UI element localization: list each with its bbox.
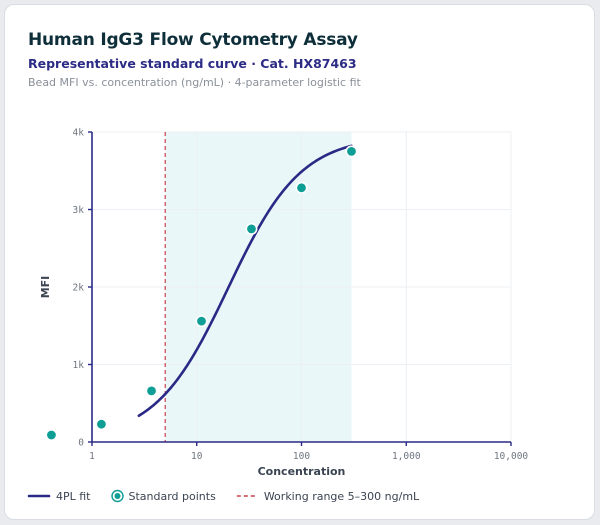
y-tick-label: 0 (78, 438, 84, 449)
y-tick-label: 3k (73, 205, 85, 216)
y-tick-label: 2k (73, 283, 85, 294)
legend-swatch-points (114, 493, 121, 499)
axes (88, 131, 512, 446)
chart-card: Human IgG3 Flow Cytometry Assay Represen… (4, 4, 595, 520)
chart-caption: Bead MFI vs. concentration (ng/mL) · 4-p… (28, 76, 361, 89)
x-tick-label: 1 (89, 451, 95, 462)
fit-curve-line (137, 144, 353, 418)
y-tick-label: 4k (73, 128, 85, 139)
chart-subtitle: Representative standard curve · Cat. HX8… (28, 56, 357, 71)
x-axis-label: Concentration (258, 465, 346, 478)
legend-label: 4PL fit (56, 490, 91, 503)
standard-point (195, 315, 208, 328)
standard-point (145, 384, 158, 397)
standard-points-layer (45, 145, 358, 442)
standard-point (345, 145, 358, 158)
x-tick-label: 10 (191, 451, 203, 462)
legend-label: Working range 5–300 ng/mL (264, 490, 420, 503)
x-tick-label: 100 (293, 451, 310, 462)
y-axis-label: MFI (39, 276, 52, 299)
legend: 4PL fit Standard points Working range 5–30… (27, 489, 420, 503)
x-tick-label: 1,000 (392, 451, 421, 462)
legend-label: Standard points (129, 490, 217, 503)
standard-point (95, 418, 108, 431)
tick-labels: 0 1k 2k 3k 4k 1 10 100 1,000 10,000 (73, 128, 529, 463)
standard-point (295, 181, 308, 194)
standard-point (45, 429, 58, 442)
standard-point (245, 222, 258, 235)
y-tick-label: 1k (73, 360, 85, 371)
fit-curve-layer (137, 144, 353, 418)
chart-title: Human IgG3 Flow Cytometry Assay (28, 30, 358, 50)
standard-curve-chart: 0 1k 2k 3k 4k 1 10 100 1,000 10,000 Concentration… (27, 128, 529, 503)
x-tick-label: 10,000 (494, 451, 529, 462)
